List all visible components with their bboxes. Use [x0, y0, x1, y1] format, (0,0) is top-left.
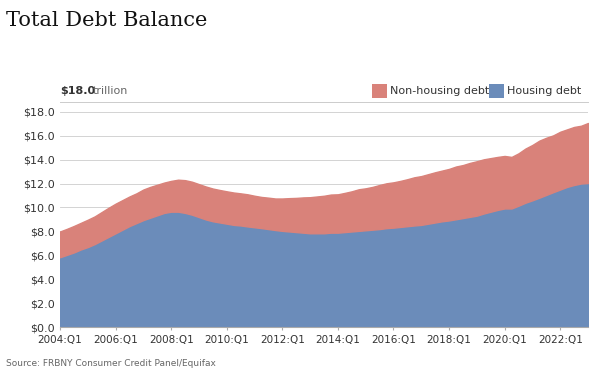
Text: Source: FRBNY Consumer Credit Panel/Equifax: Source: FRBNY Consumer Credit Panel/Equi… [6, 359, 216, 368]
Text: $18.0: $18.0 [60, 86, 95, 96]
Text: Non-housing debt: Non-housing debt [390, 86, 489, 96]
Text: Housing debt: Housing debt [507, 86, 581, 96]
Text: Total Debt Balance: Total Debt Balance [6, 11, 208, 30]
Text: trillion: trillion [93, 86, 128, 96]
